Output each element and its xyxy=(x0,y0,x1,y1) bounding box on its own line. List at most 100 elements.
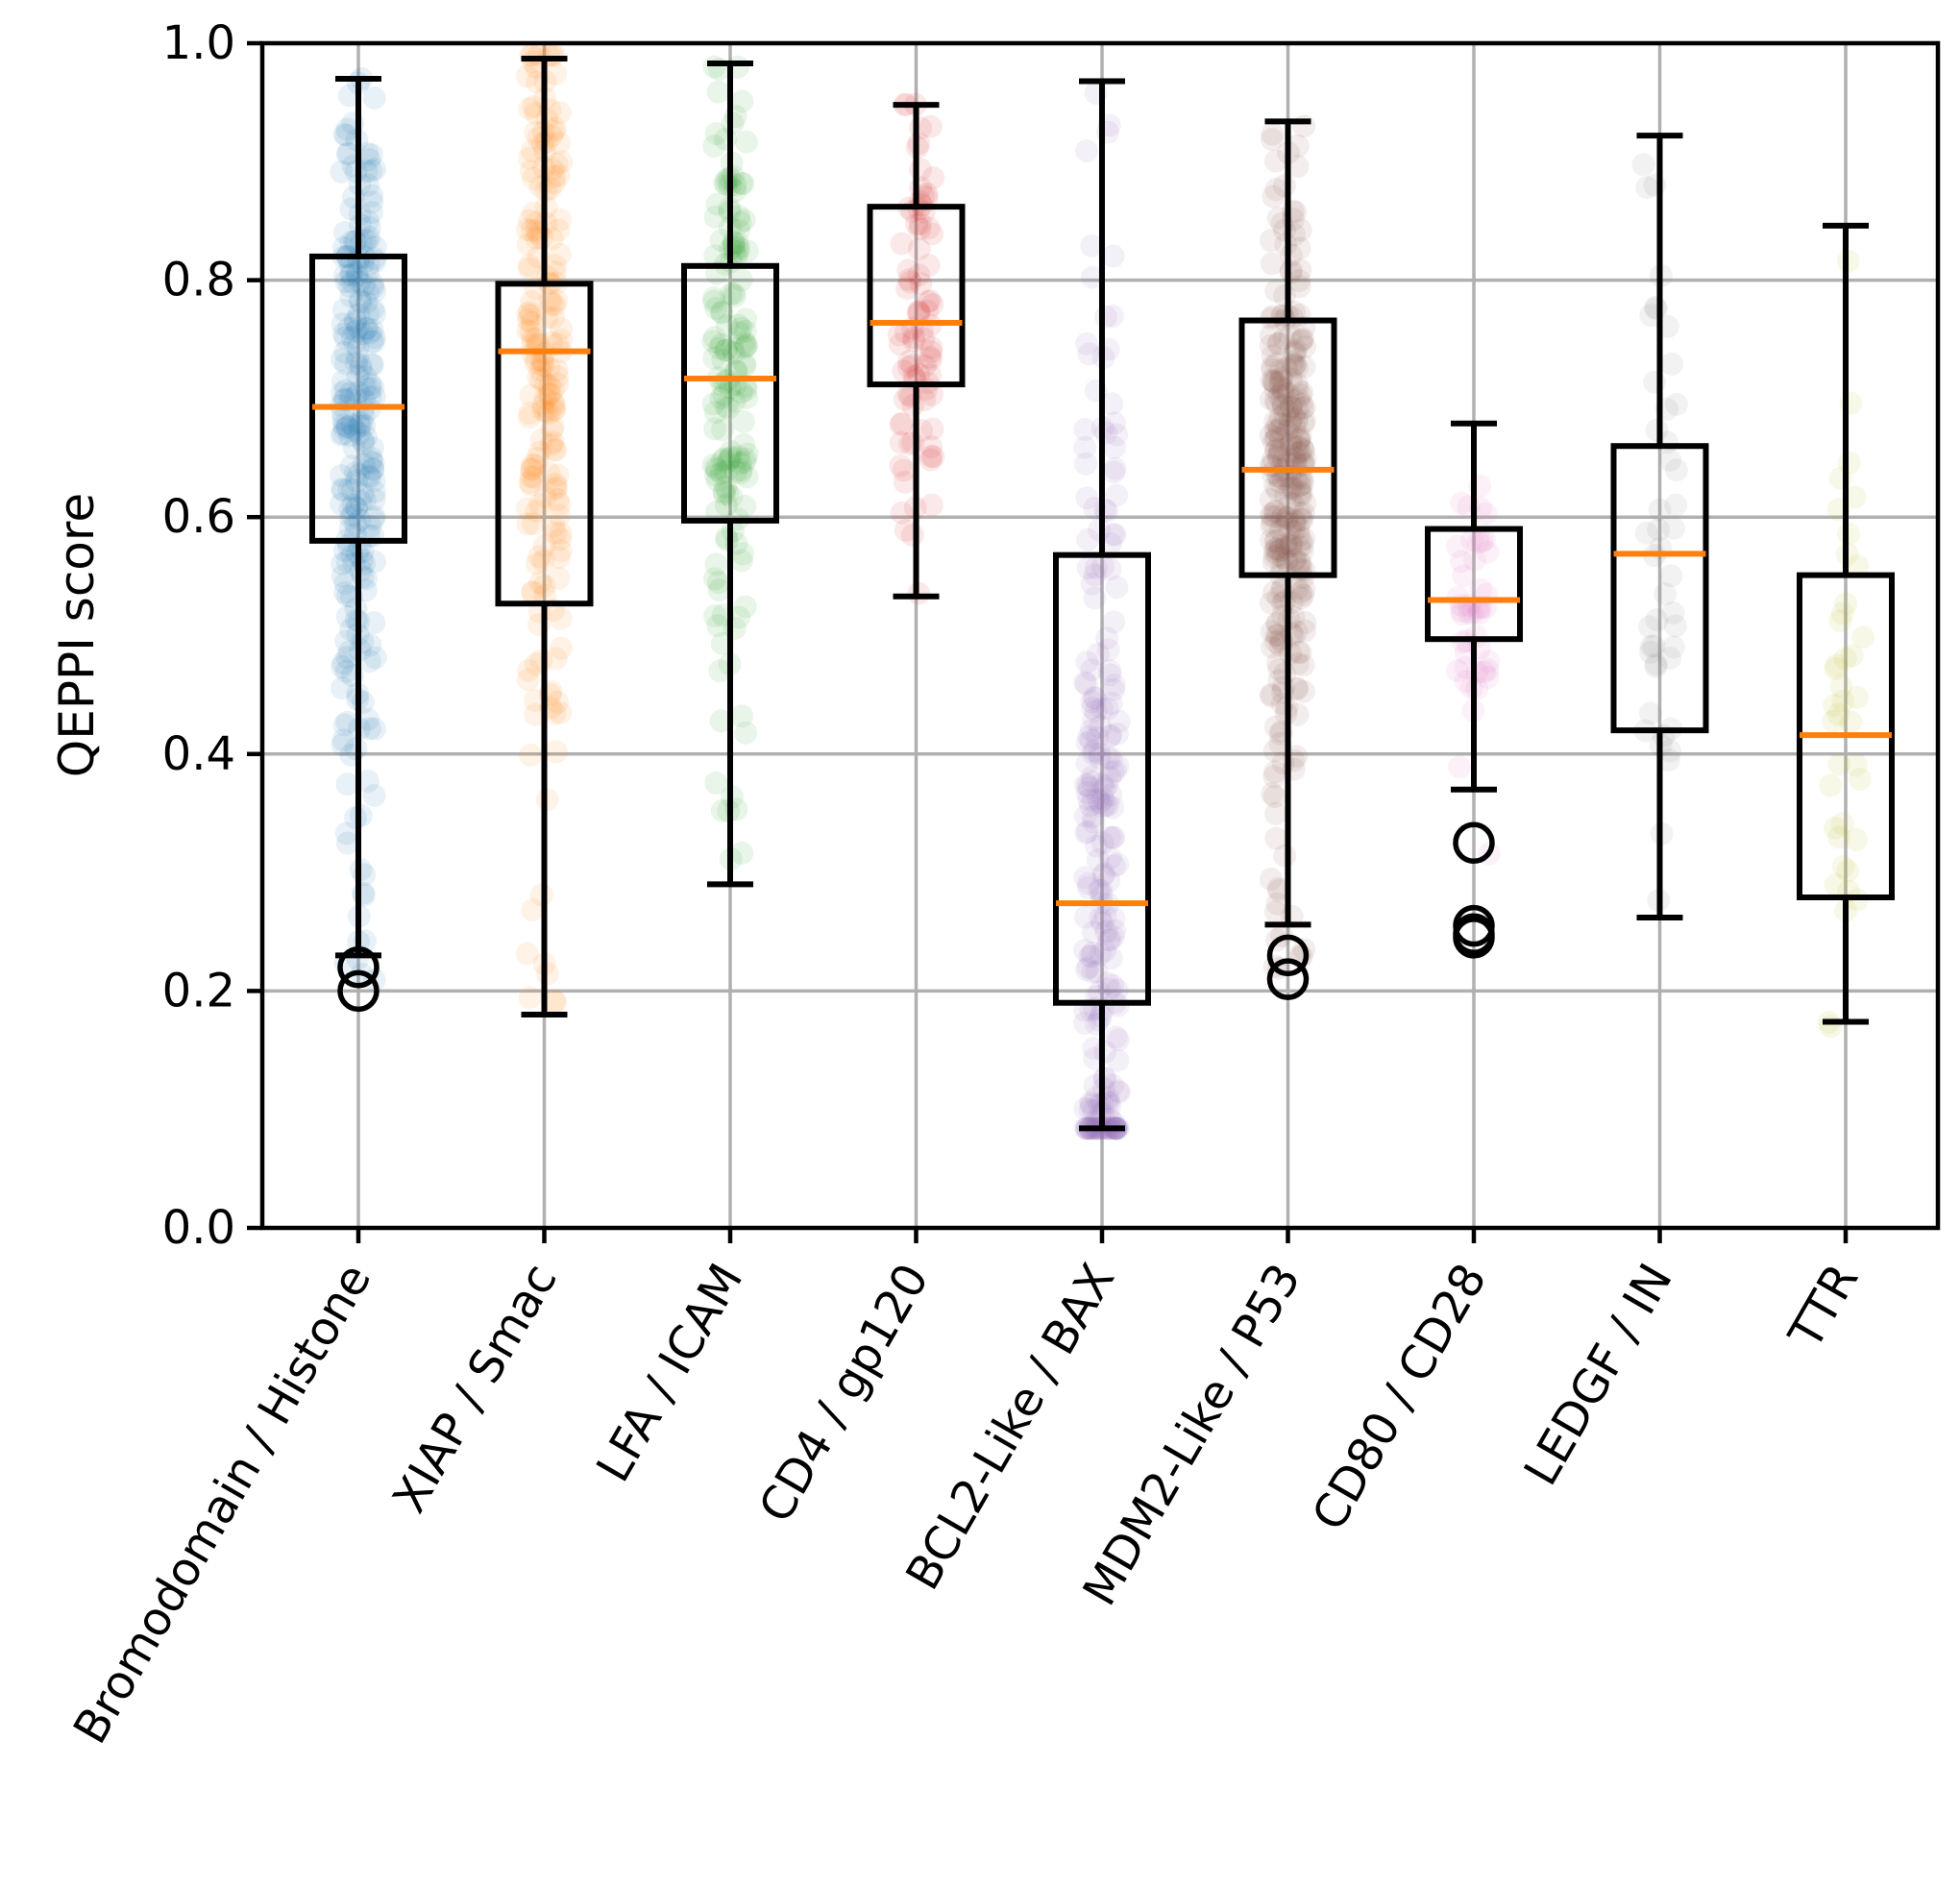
data-point xyxy=(333,580,357,604)
data-point xyxy=(528,493,552,517)
data-point xyxy=(330,463,354,487)
data-point xyxy=(716,481,740,505)
data-point xyxy=(1276,419,1300,443)
data-point xyxy=(1274,532,1298,556)
data-point xyxy=(520,456,544,480)
data-point xyxy=(1090,911,1115,935)
data-point xyxy=(1450,602,1474,626)
data-point xyxy=(545,288,569,312)
data-point xyxy=(1831,689,1855,713)
data-point xyxy=(1275,550,1299,574)
data-point xyxy=(1261,344,1285,368)
data-point xyxy=(1099,946,1123,970)
data-point xyxy=(1262,545,1286,569)
data-point xyxy=(529,349,553,373)
data-point xyxy=(331,728,355,752)
data-point xyxy=(1073,435,1097,459)
data-point xyxy=(1639,634,1663,658)
data-point xyxy=(330,551,354,576)
data-point xyxy=(346,345,370,369)
data-point xyxy=(1260,252,1284,276)
data-point xyxy=(731,409,755,433)
data-point xyxy=(1263,388,1287,412)
data-point xyxy=(890,501,914,525)
data-point xyxy=(1283,354,1307,378)
data-point xyxy=(887,323,911,347)
data-point xyxy=(1274,535,1298,559)
data-point xyxy=(523,453,547,478)
data-point xyxy=(734,721,758,745)
data-point xyxy=(1291,397,1315,421)
data-point xyxy=(361,297,385,321)
outlier-marker xyxy=(1266,934,1310,977)
data-point xyxy=(348,288,372,312)
data-point xyxy=(1290,380,1314,404)
data-point xyxy=(714,493,738,517)
data-point xyxy=(705,500,729,524)
data-point xyxy=(1466,529,1490,553)
data-point xyxy=(1260,684,1284,708)
data-point xyxy=(332,416,356,440)
data-point xyxy=(1472,527,1496,551)
data-point xyxy=(1267,441,1291,465)
data-point xyxy=(343,310,367,334)
data-point xyxy=(1092,862,1116,886)
data-point xyxy=(544,647,568,671)
data-point xyxy=(1275,548,1299,572)
data-point xyxy=(1263,499,1287,523)
data-point xyxy=(1259,487,1283,511)
data-point xyxy=(918,345,942,369)
data-point xyxy=(1264,801,1288,825)
data-point xyxy=(519,304,543,328)
data-point xyxy=(519,383,543,407)
data-point xyxy=(1271,394,1295,418)
data-point xyxy=(1280,431,1304,455)
data-point xyxy=(1263,428,1287,452)
data-point xyxy=(1845,753,1869,777)
data-point xyxy=(1101,924,1125,948)
data-point xyxy=(728,210,752,234)
data-point xyxy=(1099,723,1123,747)
data-point xyxy=(1268,427,1292,451)
data-point xyxy=(1259,387,1283,411)
data-point xyxy=(1291,501,1315,525)
data-point xyxy=(703,244,727,268)
data-point xyxy=(1102,610,1126,634)
data-point xyxy=(1639,304,1663,328)
data-point xyxy=(520,290,544,314)
data-point xyxy=(892,359,916,383)
data-point xyxy=(520,457,544,481)
data-point xyxy=(1267,418,1291,442)
data-point xyxy=(339,263,363,287)
data-point xyxy=(1085,726,1109,750)
data-point xyxy=(730,841,754,865)
data-point xyxy=(358,465,382,489)
data-point xyxy=(1265,611,1289,635)
data-point xyxy=(1826,825,1850,849)
data-point xyxy=(711,348,735,372)
data-point xyxy=(1262,429,1286,453)
data-point xyxy=(331,322,355,346)
data-point xyxy=(1647,518,1671,542)
data-point xyxy=(1263,409,1287,433)
data-point xyxy=(1286,387,1311,411)
data-point xyxy=(1462,548,1486,572)
data-point xyxy=(731,542,755,566)
data-point xyxy=(1450,491,1474,515)
data-point xyxy=(735,442,759,466)
data-point xyxy=(349,490,373,514)
data-point xyxy=(711,418,735,442)
data-point xyxy=(1084,834,1108,858)
data-point xyxy=(712,482,736,506)
data-point xyxy=(1092,776,1116,800)
data-point xyxy=(1279,394,1303,418)
data-point xyxy=(362,611,386,635)
data-point xyxy=(1282,354,1306,378)
data-point xyxy=(1290,507,1314,531)
data-point xyxy=(1267,331,1291,355)
data-point xyxy=(1073,1012,1097,1036)
x-tick-label: XIAP / Smac xyxy=(382,1255,568,1522)
box xyxy=(495,281,594,607)
data-point xyxy=(1658,448,1682,472)
data-point xyxy=(1827,752,1851,776)
